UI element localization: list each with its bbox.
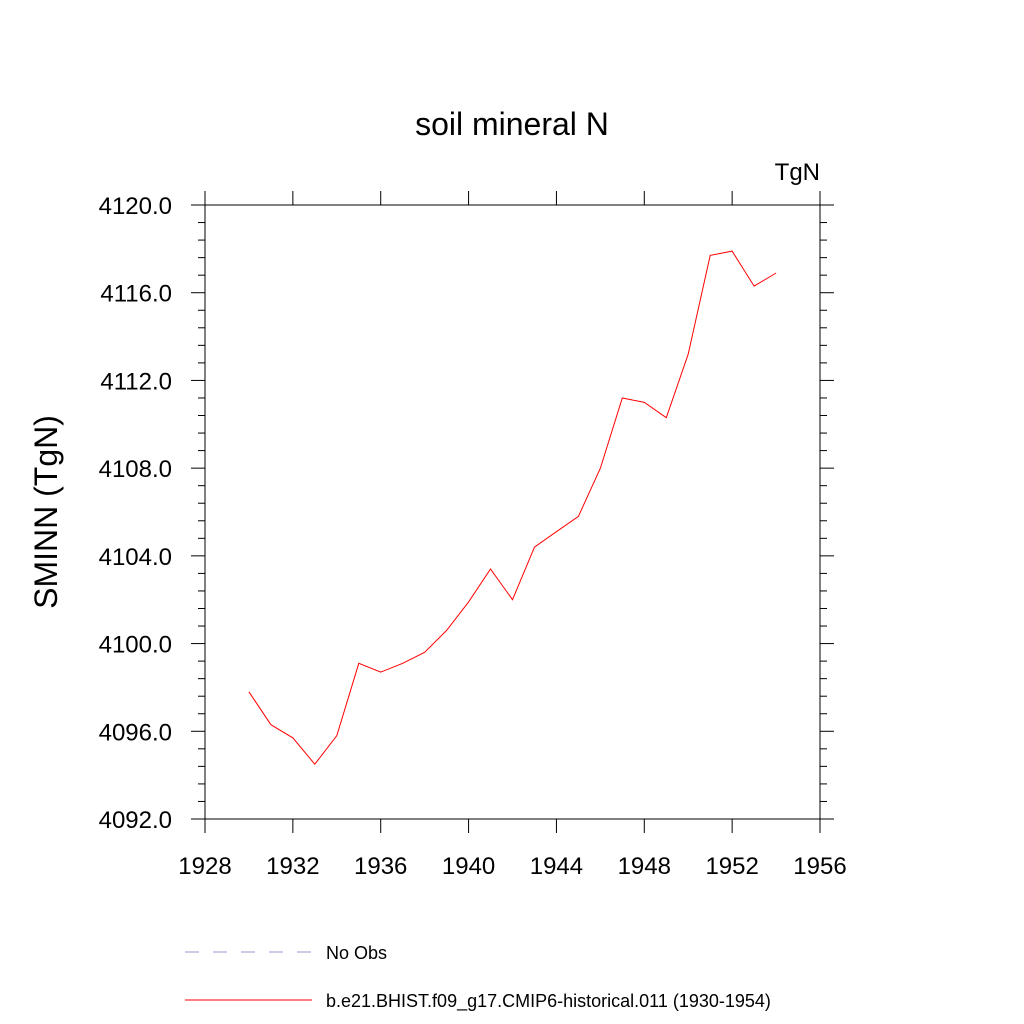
legend: No Obs b.e21.BHIST.f09_g17.CMIP6-historic… [185, 943, 771, 1012]
x-axis-ticks: 1928 1932 1936 1940 1944 1948 1952 1956 [178, 191, 847, 880]
x-tick-label: 1956 [793, 853, 846, 880]
series-line [248, 250, 777, 765]
x-tick-label: 1936 [354, 853, 407, 880]
y-tick-label: 4100.0 [99, 632, 172, 659]
legend-label: b.e21.BHIST.f09_g17.CMIP6-historical.011… [326, 991, 771, 1012]
y-tick-label: 4092.0 [99, 807, 172, 834]
x-tick-label: 1944 [530, 853, 583, 880]
y-axis-label: SMINN (TgN) [28, 415, 64, 609]
y-tick-label: 4112.0 [100, 368, 172, 395]
x-tick-label: 1928 [178, 853, 231, 880]
units-label: TgN [775, 159, 820, 186]
x-tick-label: 1932 [266, 853, 319, 880]
plot-frame [204, 204, 821, 820]
chart-title: soil mineral N [415, 106, 609, 142]
legend-label: No Obs [326, 943, 387, 963]
y-tick-label: 4120.0 [99, 193, 172, 220]
y-axis-ticks: 4092.0 4096.0 4100.0 4104.0 4108.0 4112.0 4116… [99, 193, 834, 834]
y-tick-label: 4104.0 [99, 544, 172, 571]
y-tick-label: 4108.0 [99, 456, 172, 483]
x-tick-label: 1952 [705, 853, 758, 880]
y-tick-label: 4096.0 [99, 719, 172, 746]
x-tick-label: 1948 [618, 853, 671, 880]
y-tick-label: 4116.0 [100, 281, 172, 308]
x-tick-label: 1940 [442, 853, 495, 880]
series-group [248, 250, 777, 765]
